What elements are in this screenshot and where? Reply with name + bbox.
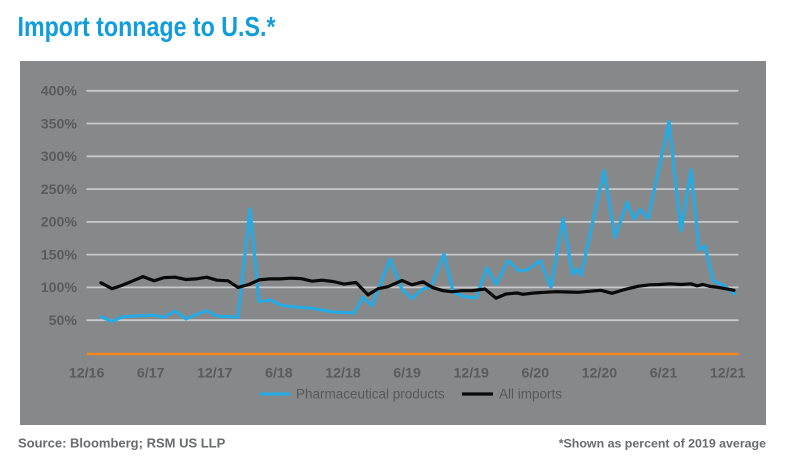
svg-text:350%: 350% [41, 116, 78, 132]
svg-text:Source: Bloomberg; RSM US LLP: Source: Bloomberg; RSM US LLP [18, 436, 226, 451]
svg-text:150%: 150% [41, 247, 78, 263]
svg-text:12/16: 12/16 [69, 366, 105, 382]
svg-text:12/18: 12/18 [325, 366, 361, 382]
svg-text:400%: 400% [41, 84, 78, 100]
svg-text:12/19: 12/19 [453, 366, 489, 382]
svg-text:6/18: 6/18 [265, 366, 293, 382]
svg-text:All imports: All imports [499, 387, 562, 402]
svg-text:200%: 200% [41, 215, 78, 231]
svg-text:100%: 100% [41, 280, 78, 296]
svg-text:250%: 250% [41, 182, 78, 198]
svg-text:Import tonnage to U.S.*: Import tonnage to U.S.* [18, 11, 276, 42]
svg-text:300%: 300% [41, 149, 78, 165]
svg-text:6/20: 6/20 [521, 366, 549, 382]
svg-text:6/21: 6/21 [650, 366, 678, 382]
svg-text:6/17: 6/17 [137, 366, 165, 382]
svg-text:12/21: 12/21 [710, 366, 746, 382]
svg-text:12/20: 12/20 [582, 366, 618, 382]
svg-text:50%: 50% [49, 313, 78, 329]
svg-text:6/19: 6/19 [393, 366, 421, 382]
svg-text:*Shown as percent of 2019 aver: *Shown as percent of 2019 average [559, 437, 766, 451]
svg-text:Pharmaceutical products: Pharmaceutical products [296, 387, 445, 402]
svg-text:12/17: 12/17 [197, 366, 233, 382]
